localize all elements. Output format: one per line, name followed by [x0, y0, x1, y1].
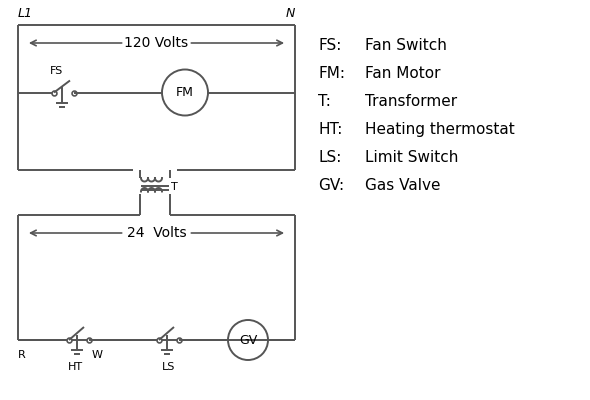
Text: 120 Volts: 120 Volts	[124, 36, 189, 50]
Text: LS: LS	[162, 362, 176, 372]
Text: FS: FS	[50, 66, 63, 76]
Text: Fan Switch: Fan Switch	[365, 38, 447, 53]
Text: Heating thermostat: Heating thermostat	[365, 122, 514, 137]
Text: T: T	[171, 182, 178, 192]
Text: Transformer: Transformer	[365, 94, 457, 109]
Text: Limit Switch: Limit Switch	[365, 150, 458, 165]
Text: FM:: FM:	[318, 66, 345, 81]
Text: LS:: LS:	[318, 150, 342, 165]
Text: GV: GV	[239, 334, 257, 346]
Text: T:: T:	[318, 94, 331, 109]
Text: Fan Motor: Fan Motor	[365, 66, 441, 81]
Text: N: N	[286, 7, 295, 20]
Text: FM: FM	[176, 86, 194, 99]
Text: HT:: HT:	[318, 122, 342, 137]
Text: GV:: GV:	[318, 178, 344, 193]
Text: HT: HT	[67, 362, 83, 372]
Text: L1: L1	[18, 7, 33, 20]
Text: Gas Valve: Gas Valve	[365, 178, 441, 193]
Text: FS:: FS:	[318, 38, 342, 53]
Text: W: W	[92, 350, 103, 360]
Text: R: R	[18, 350, 26, 360]
Text: 24  Volts: 24 Volts	[127, 226, 186, 240]
